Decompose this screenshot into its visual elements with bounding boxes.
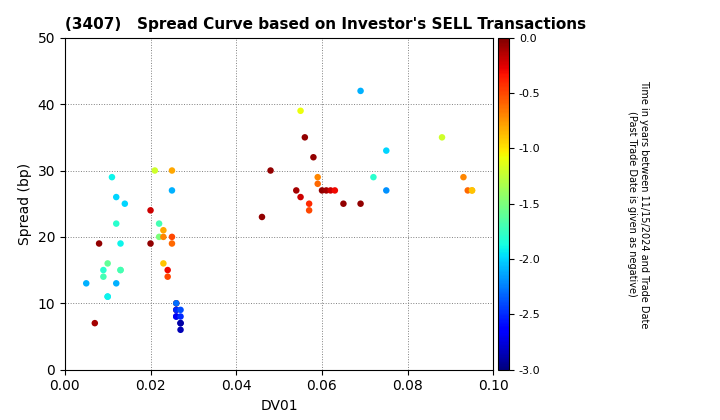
Point [114, 240, 126, 247]
Point [171, 300, 182, 307]
Point [171, 313, 182, 320]
Point [355, 87, 366, 94]
Point [294, 194, 306, 200]
Point [162, 267, 174, 273]
Point [355, 200, 366, 207]
Point [114, 267, 126, 273]
Point [175, 320, 186, 326]
Point [114, 267, 126, 273]
Point [110, 194, 122, 200]
Point [171, 307, 182, 313]
Point [175, 320, 186, 326]
Point [98, 273, 109, 280]
Point [290, 187, 302, 194]
Point [102, 260, 114, 267]
Point [175, 307, 186, 313]
Point [158, 260, 169, 267]
Point [303, 200, 315, 207]
Point [106, 174, 117, 181]
Point [102, 293, 114, 300]
Point [436, 134, 448, 141]
Point [381, 187, 392, 194]
Point [467, 187, 478, 194]
Point [381, 147, 392, 154]
Point [299, 134, 310, 141]
Point [94, 240, 105, 247]
Point [145, 207, 156, 214]
Point [171, 313, 182, 320]
Point [89, 320, 101, 326]
Point [368, 174, 379, 181]
Point [458, 174, 469, 181]
Point [265, 167, 276, 174]
Point [98, 267, 109, 273]
Point [102, 293, 114, 300]
Point [166, 187, 178, 194]
Y-axis label: Spread (bp): Spread (bp) [18, 163, 32, 245]
Point [145, 240, 156, 247]
Point [320, 187, 332, 194]
Point [171, 300, 182, 307]
Point [166, 234, 178, 240]
Y-axis label: Time in years between 11/15/2024 and Trade Date
(Past Trade Date is given as neg: Time in years between 11/15/2024 and Tra… [627, 79, 649, 328]
Point [119, 200, 130, 207]
Point [158, 227, 169, 234]
Point [149, 167, 161, 174]
Point [162, 273, 174, 280]
Point [166, 240, 178, 247]
Point [316, 187, 328, 194]
Point [166, 167, 178, 174]
Point [175, 326, 186, 333]
Point [467, 187, 478, 194]
Point [110, 220, 122, 227]
Point [175, 313, 186, 320]
Point [153, 234, 165, 240]
X-axis label: DV01: DV01 [261, 399, 298, 413]
Point [329, 187, 341, 194]
Point [171, 307, 182, 313]
Point [81, 280, 92, 287]
Point [303, 207, 315, 214]
Point [256, 214, 268, 220]
Point [158, 234, 169, 240]
Point [307, 154, 319, 160]
Point [110, 280, 122, 287]
Point [325, 187, 336, 194]
Point [462, 187, 474, 194]
Point [312, 181, 323, 187]
Point [294, 108, 306, 114]
Text: (3407)   Spread Curve based on Investor's SELL Transactions: (3407) Spread Curve based on Investor's … [65, 18, 586, 32]
Point [338, 200, 349, 207]
Point [153, 220, 165, 227]
Point [312, 174, 323, 181]
